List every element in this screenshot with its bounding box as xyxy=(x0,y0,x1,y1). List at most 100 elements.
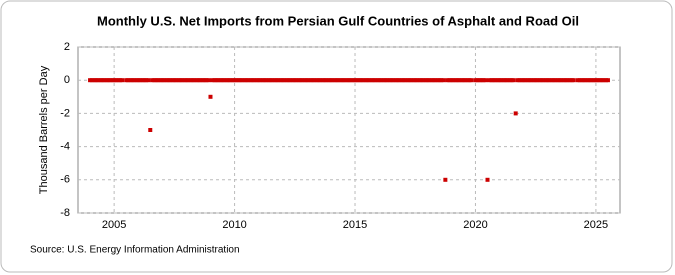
point xyxy=(529,78,534,83)
point xyxy=(102,78,107,83)
point xyxy=(114,78,119,83)
point xyxy=(294,78,299,83)
point xyxy=(264,78,269,83)
y-tick-label: -2 xyxy=(60,107,70,119)
point xyxy=(270,78,275,83)
x-tick-label: 2010 xyxy=(222,219,246,231)
point xyxy=(156,78,161,83)
y-axis-label: Thousand Barrels per Day xyxy=(38,65,50,194)
point xyxy=(415,78,420,83)
point xyxy=(144,78,149,83)
point xyxy=(336,78,341,83)
point xyxy=(505,78,510,83)
point xyxy=(228,78,233,83)
point xyxy=(409,78,414,83)
x-tick-label: 2015 xyxy=(343,219,367,231)
point xyxy=(222,78,227,83)
point xyxy=(469,78,474,83)
point xyxy=(379,78,384,83)
point xyxy=(288,78,293,83)
y-tick-label: -4 xyxy=(60,141,70,153)
point xyxy=(360,78,365,83)
point xyxy=(206,78,211,83)
point xyxy=(559,78,564,83)
point xyxy=(517,78,522,83)
point xyxy=(475,78,480,83)
x-tick-label: 2005 xyxy=(102,219,126,231)
point xyxy=(523,78,528,83)
point xyxy=(258,78,263,83)
point xyxy=(216,78,221,83)
point xyxy=(403,78,408,83)
point xyxy=(120,78,125,83)
point xyxy=(246,78,251,83)
y-tick-label: 2 xyxy=(64,41,70,53)
point xyxy=(421,78,426,83)
point xyxy=(601,78,606,83)
point xyxy=(234,78,239,83)
point xyxy=(366,78,371,83)
point xyxy=(397,78,402,83)
point xyxy=(210,78,215,83)
point xyxy=(553,78,558,83)
point xyxy=(577,78,582,83)
point xyxy=(198,78,203,83)
chart-title: Monthly U.S. Net Imports from Persian Gu… xyxy=(97,13,579,28)
point xyxy=(180,78,185,83)
point xyxy=(150,78,155,83)
point xyxy=(146,78,151,83)
point xyxy=(373,78,378,83)
point xyxy=(306,78,311,83)
point xyxy=(483,78,488,83)
point xyxy=(439,78,444,83)
point xyxy=(108,78,113,83)
point xyxy=(276,78,281,83)
point xyxy=(485,177,490,182)
point xyxy=(433,78,438,83)
point xyxy=(445,78,450,83)
point xyxy=(493,78,498,83)
point xyxy=(204,78,209,83)
point xyxy=(148,128,153,132)
point xyxy=(571,78,576,83)
point xyxy=(318,78,323,83)
point xyxy=(595,78,600,83)
point xyxy=(427,78,432,83)
point xyxy=(282,78,287,83)
point xyxy=(605,78,610,83)
point xyxy=(162,78,167,83)
point xyxy=(499,78,504,83)
point xyxy=(451,78,456,83)
point xyxy=(186,78,191,83)
point xyxy=(583,78,588,83)
y-tick-label: -8 xyxy=(60,207,70,219)
point xyxy=(391,78,396,83)
point xyxy=(463,78,468,83)
point xyxy=(348,78,353,83)
point xyxy=(443,177,448,182)
point xyxy=(511,78,516,83)
point xyxy=(441,78,446,83)
point xyxy=(132,78,137,83)
point xyxy=(126,78,131,83)
y-tick-label: -6 xyxy=(60,174,70,186)
point xyxy=(89,78,94,83)
point xyxy=(174,78,179,83)
point xyxy=(385,78,390,83)
point xyxy=(324,78,329,83)
point xyxy=(565,78,570,83)
x-tick-label: 2020 xyxy=(463,219,487,231)
y-tick-label: 0 xyxy=(64,74,70,86)
point xyxy=(342,78,347,83)
point xyxy=(252,78,257,83)
point xyxy=(547,78,552,83)
point xyxy=(240,78,245,83)
point xyxy=(513,111,518,116)
point xyxy=(192,78,197,83)
point xyxy=(330,78,335,83)
point xyxy=(457,78,462,83)
point xyxy=(354,78,359,83)
